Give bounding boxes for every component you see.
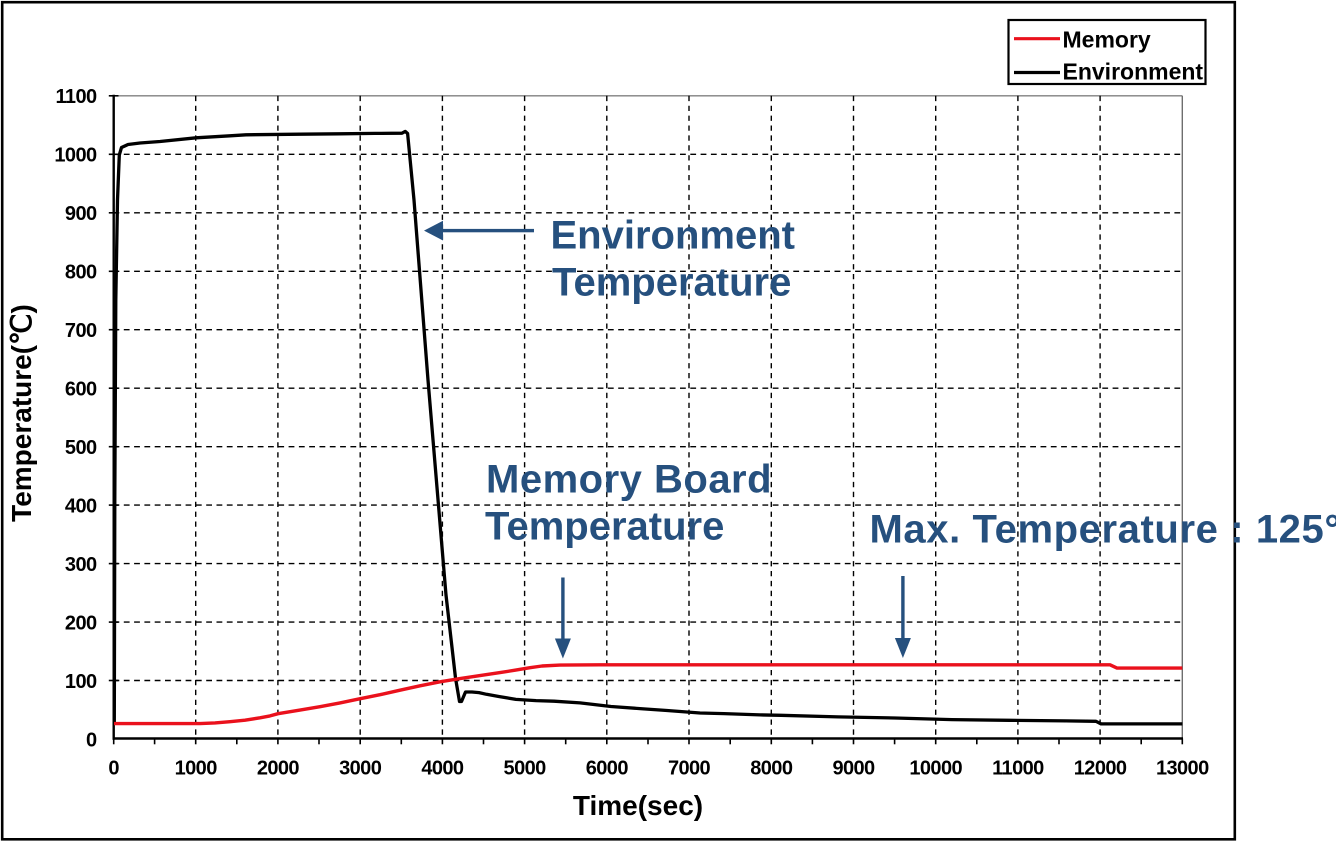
svg-text:0: 0 [86,729,97,751]
svg-text:Environment: Environment [551,214,795,258]
svg-text:6000: 6000 [586,758,629,780]
svg-text:Time(sec): Time(sec) [573,790,703,821]
svg-text:4000: 4000 [421,758,464,780]
svg-text:12000: 12000 [1074,758,1127,780]
svg-text:1100: 1100 [56,86,97,108]
svg-text:800: 800 [65,262,97,284]
svg-text:300: 300 [65,554,97,576]
svg-text:11000: 11000 [992,758,1044,780]
svg-text:Temperature(℃): Temperature(℃) [6,304,37,522]
svg-text:500: 500 [65,437,97,459]
svg-text:Environment: Environment [1063,59,1204,85]
svg-text:0: 0 [108,758,119,780]
svg-text:13000: 13000 [1156,758,1209,780]
svg-text:8000: 8000 [750,758,793,780]
svg-text:Temperature: Temperature [485,505,724,549]
svg-text:900: 900 [65,203,97,225]
svg-text:400: 400 [65,495,97,517]
svg-text:1000: 1000 [175,758,218,780]
svg-text:7000: 7000 [668,758,711,780]
svg-text:9000: 9000 [832,758,875,780]
svg-text:100: 100 [65,671,97,693]
svg-text:Memory: Memory [1063,27,1151,53]
svg-text:2000: 2000 [257,758,300,780]
svg-text:700: 700 [65,320,97,342]
svg-text:1000: 1000 [54,145,97,167]
svg-text:3000: 3000 [339,758,382,780]
svg-text:200: 200 [65,612,97,634]
svg-text:Memory Board: Memory Board [486,458,772,502]
svg-text:600: 600 [65,379,97,401]
svg-text:Temperature: Temperature [552,261,791,305]
svg-text:5000: 5000 [504,758,547,780]
svg-text:10000: 10000 [909,758,962,780]
svg-text:Max. Temperature : 125°C: Max. Temperature : 125°C [870,508,1336,552]
